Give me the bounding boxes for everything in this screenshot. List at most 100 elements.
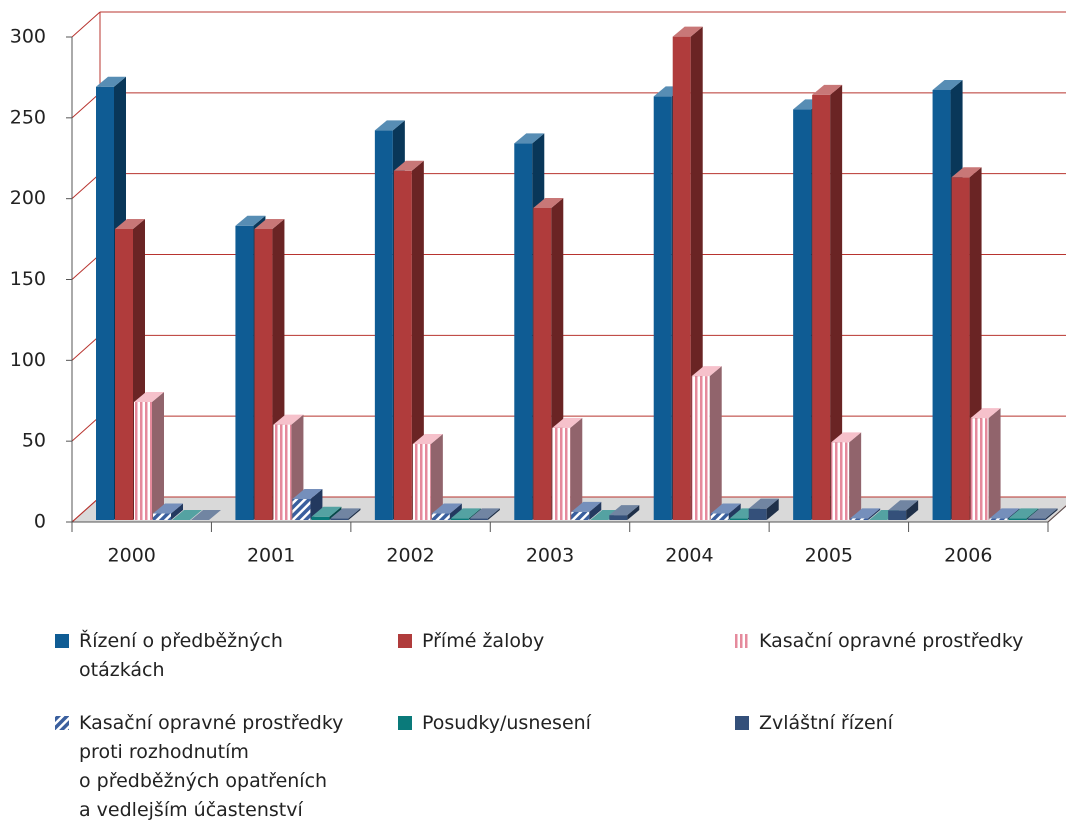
bar-top — [514, 133, 545, 144]
legend-swatch — [398, 716, 412, 730]
legend-label: Kasační opravné prostředky proti rozhodnu… — [79, 712, 343, 821]
bar-top — [932, 79, 963, 90]
legend-label: Posudky/usnesení — [422, 712, 592, 734]
bar-side — [1045, 508, 1058, 520]
bar-side — [849, 432, 862, 520]
bar-top — [691, 366, 722, 377]
bar-front — [552, 427, 571, 520]
bar — [412, 434, 443, 520]
bar-side — [348, 508, 361, 520]
bar-top — [609, 505, 640, 516]
bar — [850, 508, 881, 520]
bar-front — [932, 89, 951, 520]
bar-top — [96, 76, 126, 87]
bar-top — [1008, 508, 1039, 519]
bar — [172, 510, 202, 520]
bar — [831, 432, 862, 520]
bar-front — [393, 170, 412, 521]
bar — [748, 498, 779, 520]
bar-top — [153, 503, 183, 514]
y-tick-label: 250 — [10, 106, 46, 128]
bar-front — [514, 143, 533, 521]
bar-top — [115, 219, 145, 229]
bar — [812, 84, 843, 521]
legend-label: Kasační opravné prostředky — [759, 630, 1023, 652]
bar-side — [329, 506, 342, 520]
bar-front — [748, 508, 767, 520]
bar-front — [96, 86, 114, 520]
bar-front — [431, 513, 450, 520]
grid-line — [71, 415, 101, 442]
bar — [691, 366, 722, 520]
bar-top — [748, 498, 779, 509]
grid-line — [71, 254, 101, 280]
bar — [134, 391, 164, 520]
bar-top — [254, 219, 285, 229]
legend-label: Zvláštní řízení — [759, 712, 894, 734]
bar-top — [191, 510, 221, 520]
bar-front — [153, 513, 171, 520]
bar-top — [951, 167, 982, 178]
bar-front — [115, 229, 133, 520]
y-tick-label: 300 — [10, 26, 46, 48]
bar-front — [951, 177, 970, 520]
bar-side — [830, 84, 843, 521]
bar-top — [311, 506, 342, 517]
bar-top — [273, 414, 304, 425]
x-axis-end — [1047, 505, 1066, 523]
bar-front — [311, 516, 330, 520]
bar — [273, 414, 304, 520]
bar — [571, 501, 602, 520]
x-tick-label: 2005 — [805, 545, 853, 567]
bar-front — [571, 511, 590, 520]
bar-top — [450, 508, 481, 519]
x-tick-label: 2006 — [944, 545, 992, 567]
bar-side — [868, 508, 881, 520]
bar-top — [412, 434, 443, 445]
bar — [153, 503, 183, 520]
bar — [888, 500, 919, 520]
legend-swatch — [55, 716, 69, 730]
x-tick-label: 2000 — [108, 545, 156, 567]
y-tick-label: 100 — [10, 349, 46, 371]
legend-label: Řízení o předběžných otázkách — [79, 629, 283, 681]
bar-front — [691, 376, 710, 520]
y-tick-label: 200 — [10, 187, 46, 209]
bar-front — [254, 229, 273, 520]
legend-swatch — [735, 716, 749, 730]
bar-top — [552, 417, 583, 428]
bar-top — [235, 215, 266, 226]
bar — [970, 408, 1001, 520]
bar — [552, 417, 583, 520]
bar-side — [570, 417, 583, 520]
bar-top — [831, 432, 862, 443]
bar-top — [431, 503, 462, 514]
legend-swatch — [735, 634, 749, 648]
bar-side — [152, 391, 164, 520]
bar-top — [330, 508, 361, 519]
bar-front — [235, 225, 254, 520]
bar-top — [1027, 508, 1058, 519]
bar-front — [888, 510, 907, 520]
y-tick-label: 0 — [34, 511, 46, 533]
y-tick-label: 50 — [22, 430, 46, 452]
bar-front — [292, 498, 311, 520]
bar-top — [812, 84, 843, 95]
bar-front — [672, 36, 691, 520]
bar-top — [970, 408, 1001, 419]
bar-top — [533, 197, 564, 208]
bar — [431, 503, 462, 520]
bar — [609, 505, 640, 520]
bar-front — [1027, 518, 1046, 520]
legend-swatch — [55, 634, 69, 648]
bar-side — [906, 500, 919, 520]
bar-front — [989, 518, 1008, 520]
x-tick-label: 2004 — [665, 545, 713, 567]
bar-top — [374, 120, 405, 131]
bar-top — [571, 501, 602, 512]
grid-line — [71, 11, 101, 38]
bar-top — [850, 508, 881, 519]
y-tick-label: 150 — [10, 268, 46, 290]
legend-label: Přímé žaloby — [422, 630, 544, 652]
